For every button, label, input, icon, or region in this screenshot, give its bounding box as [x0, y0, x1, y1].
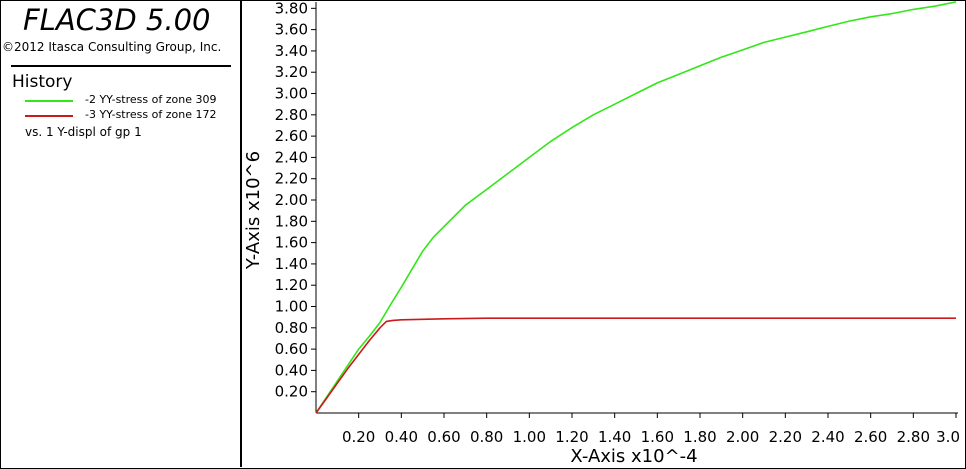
x-tick-label: 2.60	[854, 428, 887, 446]
y-tick-label: 0.20	[275, 383, 308, 401]
vs-label: vs. 1 Y-displ of gp 1	[25, 125, 142, 139]
x-tick-label: 0.60	[427, 428, 460, 446]
series-line-1	[315, 1, 957, 414]
legend-label: -3 YY-stress of zone 172	[85, 108, 217, 121]
y-tick-label: 1.40	[275, 255, 308, 273]
y-tick-label: 3.60	[275, 21, 308, 39]
y-tick-label: 0.80	[275, 319, 308, 337]
x-tick-label: 1.40	[598, 428, 631, 446]
x-tick-label: 0.80	[470, 428, 503, 446]
legend-divider	[11, 65, 231, 67]
series-line-2	[315, 317, 956, 414]
legend-swatch-red	[25, 115, 73, 117]
x-tick-label: 2.20	[769, 428, 802, 446]
y-tick-label: 2.40	[275, 148, 308, 166]
x-tick-label: 0.40	[385, 428, 418, 446]
x-tick-label: 2.80	[897, 428, 930, 446]
y-tick-label: 1.20	[275, 276, 308, 294]
legend-item-zone-309: -2 YY-stress of zone 309	[25, 93, 237, 108]
y-tick-label: 2.60	[275, 127, 308, 145]
y-tick-label: 2.00	[275, 191, 308, 209]
x-tick-label: 1.60	[641, 428, 674, 446]
y-tick-label: 3.40	[275, 42, 308, 60]
y-tick-label: 3.80	[275, 0, 308, 17]
legend-swatch-green	[25, 100, 73, 102]
y-tick-label: 1.60	[275, 234, 308, 252]
y-tick-label: 0.60	[275, 340, 308, 358]
legend-panel: FLAC3D 5.00 ©2012 Itasca Consulting Grou…	[1, 1, 242, 467]
y-tick-label: 2.80	[275, 106, 308, 124]
y-tick-label: 1.00	[275, 298, 308, 316]
y-tick-label: 2.20	[275, 170, 308, 188]
x-tick-label: 1.80	[683, 428, 716, 446]
legend-label: -2 YY-stress of zone 309	[85, 93, 217, 106]
x-tick-label: 0.20	[342, 428, 375, 446]
legend-item-zone-172: -3 YY-stress of zone 172	[25, 108, 237, 123]
x-tick-label: 3.0	[936, 428, 960, 446]
x-tick-label: 1.20	[555, 428, 588, 446]
y-tick-label: 3.00	[275, 85, 308, 103]
x-tick-label: 1.00	[513, 428, 546, 446]
y-axis-label: Y-Axis x10^6	[243, 151, 264, 270]
y-tick-label: 1.80	[275, 212, 308, 230]
copyright-text: ©2012 Itasca Consulting Group, Inc.	[2, 40, 222, 54]
x-tick-label: 2.00	[726, 428, 759, 446]
x-tick-label: 2.40	[811, 428, 844, 446]
x-axis-label: X-Axis x10^-4	[570, 446, 697, 467]
app-title: FLAC3D 5.00	[23, 3, 211, 37]
history-heading: History	[12, 72, 73, 92]
y-tick-label: 3.20	[275, 63, 308, 81]
y-tick-label: 0.40	[275, 361, 308, 379]
